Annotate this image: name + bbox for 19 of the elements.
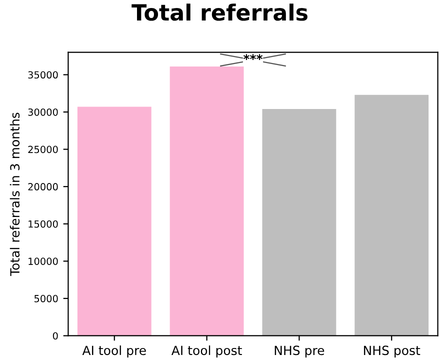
y-axis-title: Total referrals in 3 months	[10, 112, 20, 276]
bar	[77, 106, 152, 336]
y-tick-label: 0	[52, 332, 58, 340]
y-tick-label: 35000	[28, 71, 58, 79]
chart-title: Total referrals	[132, 4, 308, 21]
y-tick-label: 20000	[28, 183, 58, 190]
x-tick-label: NHS post	[364, 346, 420, 358]
bar	[262, 109, 336, 336]
x-tick-label: AI tool pre	[82, 345, 146, 358]
annotation: ***	[243, 54, 263, 60]
y-tick-label: 15000	[28, 220, 58, 228]
y-tick-label: 25000	[28, 146, 58, 154]
y-tick-label: 5000	[34, 294, 58, 302]
y-tick-label: 30000	[28, 108, 58, 116]
bar	[170, 66, 244, 336]
y-tick-label: 10000	[28, 258, 58, 265]
x-tick-label: NHS pre	[274, 346, 324, 358]
bar	[354, 94, 429, 336]
x-tick-label: AI tool post	[171, 345, 242, 358]
